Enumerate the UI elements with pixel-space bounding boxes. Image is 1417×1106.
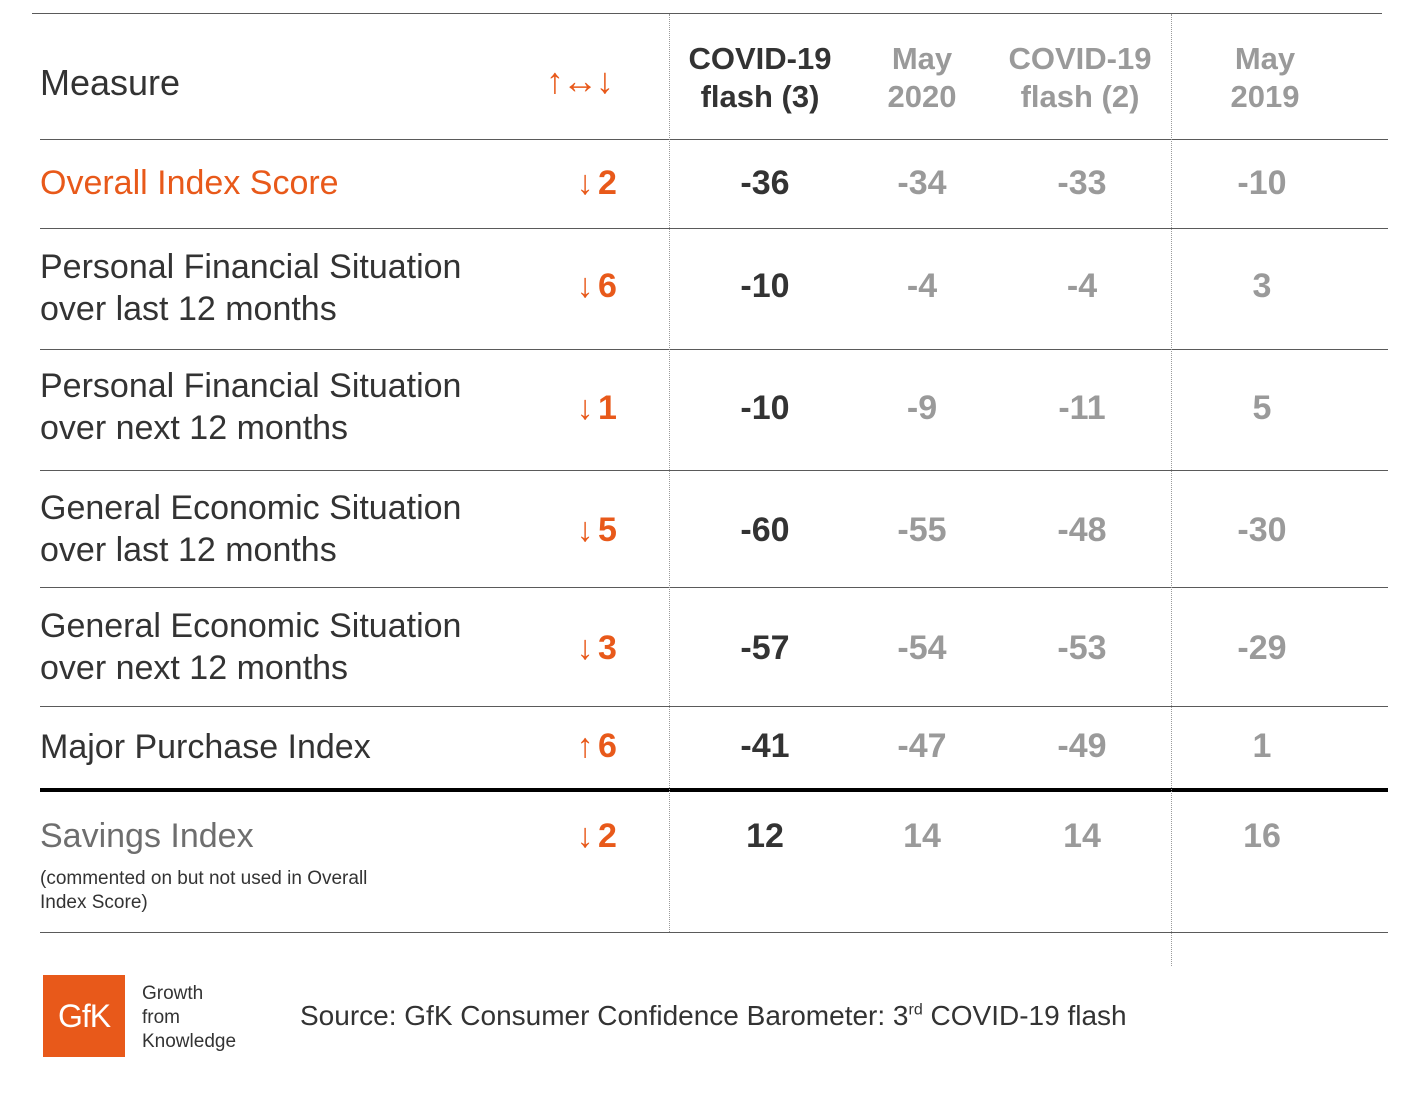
- table-cell: -53: [1057, 629, 1107, 667]
- savings-separator: [40, 788, 1388, 792]
- arrow-down-icon: ↓: [576, 164, 594, 202]
- table-cell: -36: [740, 164, 790, 202]
- row-divider: [40, 349, 1388, 350]
- table-cell: 14: [1063, 817, 1101, 855]
- header-bottom-border: [40, 139, 1388, 140]
- row-divider: [40, 470, 1388, 471]
- table-cell: 1: [1252, 727, 1272, 765]
- table-cell: 12: [746, 817, 784, 855]
- row-label: Personal Financial Situation over next 12…: [40, 367, 462, 447]
- trend-change-value: 6: [598, 267, 617, 305]
- trend-change-value: 6: [598, 727, 617, 765]
- column-header-may-2020: May 2020: [887, 41, 957, 114]
- row-divider: [40, 706, 1388, 707]
- arrow-down-icon: ↓: [576, 511, 594, 549]
- arrow-down-icon: ↓: [576, 817, 594, 855]
- arrow-up-icon: ↑: [576, 727, 594, 765]
- row-divider: [40, 228, 1388, 229]
- table-bottom-border: [40, 932, 1388, 933]
- table-cell: -33: [1057, 164, 1107, 202]
- trend-indicator: ↑ 6: [572, 727, 617, 766]
- table-cell: -49: [1057, 727, 1107, 765]
- table-cell: -41: [740, 727, 790, 765]
- trend-indicator: ↓ 3: [572, 629, 617, 668]
- table-cell: -57: [740, 629, 790, 667]
- row-note: (commented on but not used in Overall In…: [40, 868, 368, 913]
- row-divider: [40, 587, 1388, 588]
- column-header-covid-flash-3: COVID-19 flash (3): [688, 41, 832, 114]
- table-cell: 14: [903, 817, 941, 855]
- trend-indicator: ↓ 5: [572, 511, 617, 550]
- trend-indicator: ↓ 2: [572, 164, 617, 203]
- table-cell: -54: [897, 629, 947, 667]
- table-cell: -4: [906, 267, 938, 305]
- table-top-border: [32, 13, 1382, 14]
- column-divider: [1171, 14, 1172, 966]
- row-label: Savings Index: [40, 817, 254, 855]
- trend-change-value: 3: [598, 629, 617, 667]
- table-cell: -55: [897, 511, 947, 549]
- trend-change-value: 5: [598, 511, 617, 549]
- table-cell: -48: [1057, 511, 1107, 549]
- source-note: Source: GfK Consumer Confidence Baromete…: [300, 1000, 1127, 1031]
- trend-indicator: ↓ 1: [572, 389, 617, 428]
- trend-indicator: ↓ 2: [572, 817, 617, 856]
- table-cell: 5: [1252, 389, 1272, 427]
- arrow-down-icon: ↓: [576, 267, 594, 305]
- trend-change-value: 2: [598, 817, 617, 855]
- arrow-down-icon: ↓: [576, 389, 594, 427]
- column-divider: [669, 14, 670, 932]
- table-cell: 16: [1243, 817, 1281, 855]
- row-label: General Economic Situation over next 12 m…: [40, 607, 462, 687]
- arrow-down-icon: ↓: [576, 629, 594, 667]
- table-cell: -60: [740, 511, 790, 549]
- tagline: Growth from Knowledge: [142, 983, 237, 1052]
- trend-header: ↑↔↓: [546, 60, 614, 101]
- table-cell: 3: [1252, 267, 1272, 305]
- table-cell: -30: [1237, 511, 1287, 549]
- table-cell: -10: [740, 389, 790, 427]
- column-header-covid-flash-2: COVID-19 flash (2): [1008, 41, 1152, 114]
- trend-indicator: ↓ 6: [572, 267, 617, 306]
- table-cell: -10: [1237, 164, 1287, 202]
- trend-change-value: 2: [598, 164, 617, 202]
- table-cell: -29: [1237, 629, 1287, 667]
- table-cell: -11: [1058, 389, 1106, 427]
- measure-header: Measure: [40, 62, 181, 103]
- table-cell: -10: [740, 267, 790, 305]
- table-cell: -9: [906, 389, 938, 427]
- trend-change-value: 1: [598, 389, 617, 427]
- row-label: General Economic Situation over last 12 m…: [40, 489, 462, 569]
- column-header-may-2019: May 2019: [1230, 41, 1300, 114]
- row-label: Personal Financial Situation over last 12…: [40, 248, 462, 328]
- table-cell: -47: [897, 727, 947, 765]
- gfk-logo: GfK: [43, 975, 125, 1057]
- row-label: Major Purchase Index: [40, 728, 371, 766]
- row-label: Overall Index Score: [40, 164, 339, 202]
- table-cell: -34: [897, 164, 947, 202]
- table-cell: -4: [1066, 267, 1098, 305]
